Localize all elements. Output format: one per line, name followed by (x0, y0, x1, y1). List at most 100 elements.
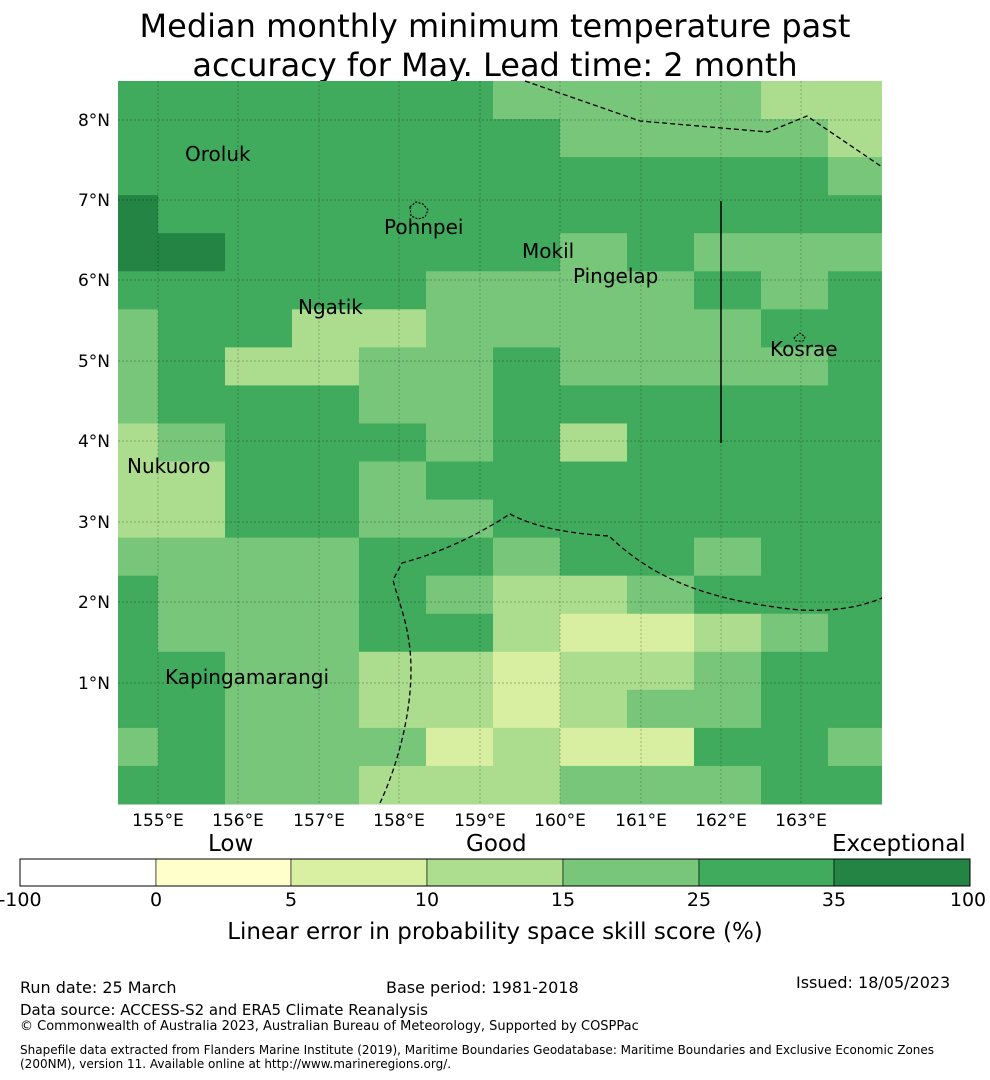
colorbar-segment (562, 858, 700, 887)
grid-cell (493, 765, 560, 805)
grid-cell (761, 119, 828, 158)
grid-cell (158, 727, 225, 767)
grid-cell (493, 499, 560, 539)
grid-cell (560, 81, 627, 120)
grid-cell (118, 499, 158, 539)
grid-cell (359, 309, 426, 348)
colorbar-category-low: Low (208, 831, 254, 857)
grid-cell (694, 499, 761, 539)
grid-cell (560, 575, 627, 615)
grid-cell (225, 347, 292, 386)
grid-cell (627, 195, 694, 234)
grid-cell (426, 765, 493, 805)
run-date: Run date: 25 March (20, 978, 177, 997)
grid-cell (158, 233, 225, 272)
grid-cell (560, 271, 627, 310)
grid-cell (694, 689, 761, 729)
grid-cell (493, 423, 560, 463)
grid-cell (828, 385, 882, 424)
grid-cell (560, 157, 627, 196)
grid-cell (493, 461, 560, 501)
grid-cell (560, 423, 627, 463)
colorbar-segment (426, 858, 564, 887)
grid-cell (225, 385, 292, 424)
grid-cell (694, 765, 761, 805)
colorbar-segment (19, 858, 157, 887)
grid-cell (761, 309, 828, 348)
latitude-label: 1°N (78, 674, 110, 694)
grid-cell (292, 575, 359, 615)
grid-cell (426, 81, 493, 120)
longitude-label: 157°E (293, 811, 345, 831)
latitude-label: 4°N (78, 432, 110, 452)
grid-cell (225, 195, 292, 234)
grid-cell (493, 81, 560, 120)
grid-cell (225, 157, 292, 196)
grid-cell (828, 651, 882, 691)
grid-cell (694, 309, 761, 348)
grid-cell (694, 271, 761, 310)
grid-cell (426, 461, 493, 501)
grid-cell (359, 81, 426, 120)
longitude-labels: 155°E 156°E 157°E 158°E 159°E 160°E 161°E 162°E… (132, 811, 827, 831)
grid-cell (292, 765, 359, 805)
longitude-label: 159°E (454, 811, 506, 831)
grid-cell (627, 347, 694, 386)
grid-cell (118, 651, 158, 691)
grid-cell (627, 271, 694, 310)
place-label: Oroluk (185, 142, 251, 166)
colorbar-tick-label: 10 (414, 889, 440, 911)
grid-cell (761, 385, 828, 424)
grid-cell (118, 575, 158, 615)
longitude-label: 155°E (132, 811, 184, 831)
place-label: Kosrae (770, 337, 838, 361)
grid-cell (560, 689, 627, 729)
grid-cell (426, 613, 493, 653)
grid-cell (627, 727, 694, 767)
grid-cell (225, 499, 292, 539)
grid-cell (560, 309, 627, 348)
kosrae-island-outline (793, 332, 806, 342)
grid-cell (761, 271, 828, 310)
grid-cell (118, 157, 158, 196)
grid-cell (828, 81, 882, 120)
colorbar-segment (833, 858, 971, 887)
grid-cell (828, 119, 882, 158)
grid-cell (493, 689, 560, 729)
grid-cell (627, 423, 694, 463)
grid-cell (292, 309, 359, 348)
grid-cell (493, 537, 560, 577)
grid-cell (560, 461, 627, 501)
grid-cell (359, 689, 426, 729)
grid-cell (694, 651, 761, 691)
grid-cell (426, 271, 493, 310)
map-title-line-1: Median monthly minimum temperature past (139, 7, 851, 45)
grid-cell (828, 461, 882, 501)
colorbar-tick-label: 0 (149, 889, 163, 911)
grid-cell (560, 499, 627, 539)
grid-cell (493, 347, 560, 386)
grid-cell (225, 613, 292, 653)
island-outlines (409, 201, 806, 342)
grid-cell (761, 727, 828, 767)
grid-cell (225, 651, 292, 691)
grid-cell (158, 271, 225, 310)
grid-cell (292, 385, 359, 424)
grid-cell (359, 651, 426, 691)
latitude-label: 2°N (78, 593, 110, 613)
colorbar-axis-label: Linear error in probability space skill … (227, 919, 763, 945)
grid-cell (560, 651, 627, 691)
grid-cell (627, 537, 694, 577)
place-label: Pingelap (573, 264, 658, 288)
grid-cell (359, 461, 426, 501)
colorbar-category-exceptional: Exceptional (832, 831, 966, 857)
longitude-label: 156°E (212, 811, 264, 831)
latitude-label: 3°N (78, 513, 110, 533)
grid-cell (761, 575, 828, 615)
grid-cell (118, 81, 158, 120)
grid-cell (426, 499, 493, 539)
colorbar-tick-label: 35 (821, 889, 847, 911)
grid-cell (118, 119, 158, 158)
grid-cell (493, 651, 560, 691)
grid-cell (426, 309, 493, 348)
